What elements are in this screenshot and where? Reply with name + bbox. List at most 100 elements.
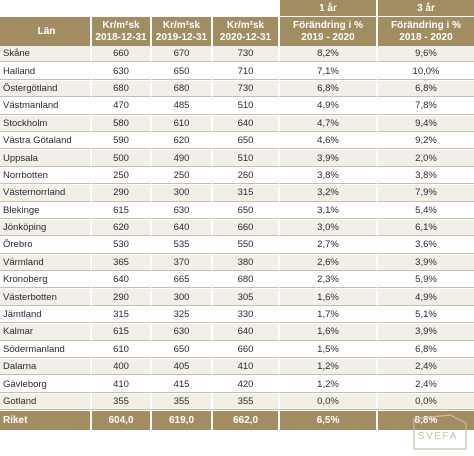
total-2019: 619,0 (152, 411, 213, 431)
lan-name: Jönköping (0, 219, 92, 237)
table-row: Blekinge 615 630 650 3,1% 5,4% (0, 202, 474, 220)
header-line2: 2018 - 2020 (399, 31, 453, 43)
change-1yr: 3,1% (280, 202, 378, 219)
table-row: Södermanland 610 650 660 1,5% 6,8% (0, 341, 474, 360)
change-1yr: 4,7% (280, 115, 378, 132)
header-change-1yr: Förändring i % 2019 - 2020 (280, 16, 378, 46)
price-2019: 490 (152, 150, 213, 167)
table-row: Örebro 530 535 550 2,7% 3,6% (0, 237, 474, 255)
lan-name: Västerbotten (0, 289, 92, 306)
change-3yr: 6,8% (378, 341, 474, 359)
change-3yr: 7,9% (378, 185, 474, 202)
header-line2: 2020-12-31 (219, 31, 272, 43)
price-2018: 610 (92, 341, 152, 359)
price-2018: 365 (92, 254, 152, 272)
total-row: Riket 604,0 619,0 662,0 6,5% 8,8% (0, 411, 474, 431)
lan-name: Skåne (0, 46, 92, 63)
price-2020: 510 (213, 98, 280, 115)
header-change-3yr: Förändring i % 2018 - 2020 (378, 16, 474, 46)
header-price-2020: Kr/m²sk 2020-12-31 (213, 16, 280, 46)
table-row: Uppsala 500 490 510 3,9% 2,0% (0, 150, 474, 168)
price-2018: 250 (92, 167, 152, 185)
table-row: Halland 630 650 710 7,1% 10,0% (0, 63, 474, 81)
price-2019: 650 (152, 63, 213, 80)
header-line1: Kr/m²sk (162, 19, 201, 31)
change-1yr: 0,0% (280, 393, 378, 411)
price-2020: 650 (213, 202, 280, 219)
total-2018: 604,0 (92, 411, 152, 431)
price-2019: 300 (152, 185, 213, 202)
lan-name: Gävleborg (0, 376, 92, 393)
table-row: Dalarna 400 405 410 1,2% 2,4% (0, 359, 474, 377)
price-2020: 410 (213, 359, 280, 376)
change-3yr: 4,9% (378, 289, 474, 306)
price-2020: 550 (213, 237, 280, 254)
price-2020: 640 (213, 115, 280, 132)
price-2020: 660 (213, 219, 280, 237)
change-1yr: 3,2% (280, 185, 378, 202)
header-line2: 2018-12-31 (95, 31, 147, 43)
svg-text:SVEFA: SVEFA (418, 431, 458, 442)
price-2020: 380 (213, 254, 280, 272)
header-group-3yr: 3 år (378, 0, 474, 16)
price-2019: 370 (152, 254, 213, 272)
change-3yr: 7,8% (378, 98, 474, 115)
change-3yr: 5,1% (378, 306, 474, 324)
lan-name: Värmland (0, 254, 92, 272)
price-2019: 325 (152, 306, 213, 324)
header-price-2019: Kr/m²sk 2019-12-31 (152, 16, 213, 46)
table-row: Västerbotten 290 300 305 1,6% 4,9% (0, 289, 474, 307)
lan-name: Örebro (0, 237, 92, 254)
price-2018: 615 (92, 202, 152, 219)
change-3yr: 3,9% (378, 324, 474, 341)
price-2018: 355 (92, 393, 152, 411)
change-3yr: 5,4% (378, 202, 474, 219)
price-2020: 730 (213, 80, 280, 98)
price-2020: 315 (213, 185, 280, 202)
table-row: Västernorrland 290 300 315 3,2% 7,9% (0, 185, 474, 203)
header-spacer (92, 0, 152, 16)
lan-name: Halland (0, 63, 92, 80)
change-3yr: 3,9% (378, 254, 474, 272)
table-row: Värmland 365 370 380 2,6% 3,9% (0, 254, 474, 273)
lan-name: Östergötland (0, 80, 92, 98)
table-row: Jönköping 620 640 660 3,0% 6,1% (0, 219, 474, 238)
lan-name: Dalarna (0, 359, 92, 376)
price-2020: 420 (213, 376, 280, 393)
change-1yr: 8,2% (280, 46, 378, 63)
price-2019: 665 (152, 272, 213, 289)
change-1yr: 6,8% (280, 80, 378, 98)
table-row: Kalmar 615 630 640 1,6% 3,9% (0, 324, 474, 342)
header-line2: 2019-12-31 (155, 31, 208, 43)
price-2019: 650 (152, 341, 213, 359)
price-2019: 620 (152, 132, 213, 150)
price-2020: 330 (213, 306, 280, 324)
price-2019: 680 (152, 80, 213, 98)
lan-name: Norrbotten (0, 167, 92, 185)
header-line1: Kr/m²sk (226, 19, 265, 31)
price-2018: 660 (92, 46, 152, 63)
price-2018: 470 (92, 98, 152, 115)
header-line1: Kr/m²sk (102, 19, 140, 31)
table-row: Västmanland 470 485 510 4,9% 7,8% (0, 98, 474, 116)
header-line2: 2019 - 2020 (301, 31, 355, 43)
header-price-2018: Kr/m²sk 2018-12-31 (92, 16, 152, 46)
price-2020: 730 (213, 46, 280, 63)
change-1yr: 1,5% (280, 341, 378, 359)
change-1yr: 2,6% (280, 254, 378, 272)
table-row: Skåne 660 670 730 8,2% 9,6% (0, 46, 474, 64)
change-3yr: 2,4% (378, 376, 474, 393)
price-2018: 615 (92, 324, 152, 341)
change-3yr: 3,8% (378, 167, 474, 185)
lan-name: Västernorrland (0, 185, 92, 202)
change-1yr: 3,9% (280, 150, 378, 167)
price-2018: 315 (92, 306, 152, 324)
change-3yr: 2,0% (378, 150, 474, 167)
change-1yr: 3,8% (280, 167, 378, 185)
price-2018: 630 (92, 63, 152, 80)
price-2020: 660 (213, 341, 280, 359)
change-1yr: 2,7% (280, 237, 378, 254)
price-2019: 640 (152, 219, 213, 237)
price-2019: 630 (152, 324, 213, 341)
lan-name: Stockholm (0, 115, 92, 132)
